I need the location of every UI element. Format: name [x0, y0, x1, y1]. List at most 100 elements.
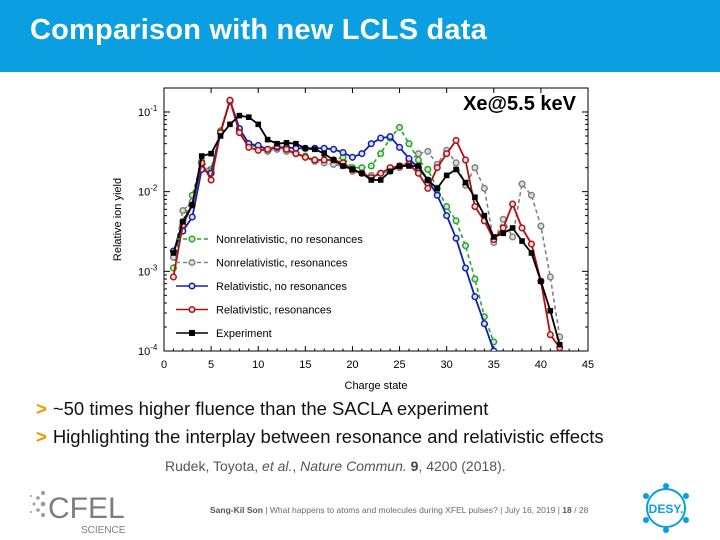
- data-point: [283, 140, 290, 146]
- data-point: [528, 250, 535, 256]
- data-point: [170, 250, 177, 256]
- data-point: [443, 203, 451, 211]
- data-point: [443, 150, 451, 158]
- citation-volume: 9: [410, 458, 419, 474]
- data-point: [189, 202, 196, 208]
- series-group: [169, 96, 564, 351]
- data-point: [443, 172, 450, 179]
- data-point: [236, 112, 243, 119]
- x-tick-label: 35: [488, 359, 500, 371]
- data-point: [367, 162, 375, 170]
- footer-talk-title: What happens to atoms and molecules duri…: [269, 505, 498, 515]
- bullet-text: Highlighting the interplay between reson…: [52, 426, 604, 447]
- data-point: [461, 242, 470, 250]
- data-point: [377, 150, 385, 158]
- data-point: [538, 278, 544, 285]
- data-point: [424, 147, 432, 155]
- data-point: [264, 145, 272, 153]
- data-point: [480, 320, 488, 328]
- footer: Sang-Kil Son | What happens to atoms and…: [210, 505, 589, 515]
- data-point: [461, 156, 470, 164]
- data-point: [518, 180, 526, 188]
- y-tick-label: 10-3: [138, 263, 158, 278]
- data-point: [405, 155, 413, 163]
- data-point: [396, 123, 404, 131]
- data-point: [320, 156, 328, 164]
- data-point: [452, 136, 460, 144]
- data-point: [386, 133, 394, 141]
- desy-logo: DESY.: [643, 483, 689, 533]
- data-point: [453, 166, 459, 173]
- bullet-list: > ~50 times higher fluence than the SACLA…: [36, 398, 604, 454]
- data-point: [499, 224, 507, 232]
- data-point: [481, 212, 488, 219]
- data-point: [377, 169, 385, 177]
- data-point: [424, 184, 432, 192]
- data-point: [452, 234, 460, 242]
- citation-etal: et al.: [262, 458, 293, 474]
- bullet-marker: >: [36, 398, 47, 419]
- data-point: [471, 293, 479, 301]
- y-tick-label: 10-1: [138, 104, 158, 119]
- slide-title: Comparison with new LCLS data: [30, 14, 487, 46]
- data-point: [311, 156, 319, 164]
- data-point: [490, 347, 498, 351]
- data-point: [490, 234, 497, 240]
- data-point: [443, 212, 451, 220]
- legend-label: Nonrelativistic, resonances: [216, 258, 348, 270]
- y-axis-label: Relative ion yield: [112, 178, 124, 261]
- bullet-text: ~50 times higher fluence than the SACLA …: [52, 398, 489, 419]
- data-point: [471, 203, 479, 211]
- citation-journal: Nature Commun.: [300, 458, 407, 474]
- data-point: [302, 145, 309, 152]
- data-point: [415, 163, 422, 169]
- footer-page-number: 18: [562, 505, 572, 515]
- data-point: [434, 185, 441, 192]
- data-point: [519, 238, 525, 244]
- data-point: [556, 341, 563, 348]
- data-point: [368, 177, 375, 183]
- data-point: [227, 121, 233, 128]
- data-point: [405, 140, 413, 148]
- data-point: [509, 225, 516, 231]
- y-tick-label: 10-2: [138, 184, 158, 199]
- data-point: [330, 145, 338, 153]
- citation: Rudek, Toyota, et al., Nature Commun. 9,…: [165, 458, 506, 474]
- data-point: [387, 168, 393, 175]
- x-tick-label: 30: [441, 359, 453, 371]
- data-point: [348, 153, 356, 161]
- data-point: [358, 150, 366, 158]
- data-point: [245, 143, 253, 151]
- x-tick-label: 45: [582, 359, 594, 371]
- data-point: [254, 146, 262, 154]
- data-point: [367, 140, 375, 148]
- ion-yield-chart: 0 5 10 15 20 25 30 35 40 45 10-1 10-2 10-3 10-4 Charge…: [112, 87, 594, 392]
- x-tick-label: 5: [208, 359, 214, 371]
- data-point: [471, 275, 479, 283]
- cfel-logo-text: CFEL: [48, 492, 125, 525]
- data-point: [406, 163, 412, 169]
- legend-marker: [188, 235, 196, 243]
- data-point: [282, 145, 291, 153]
- x-tick-label: 40: [535, 359, 547, 371]
- legend-marker: [189, 330, 195, 336]
- data-point: [339, 148, 347, 157]
- data-point: [480, 184, 488, 192]
- footer-presenter: Sang-Kil Son: [210, 505, 263, 515]
- data-point: [169, 273, 177, 281]
- data-point: [180, 218, 186, 225]
- data-point: [471, 164, 479, 172]
- data-point: [217, 133, 224, 139]
- cfel-logo-subtext: SCIENCE: [81, 525, 126, 536]
- data-point: [377, 177, 384, 183]
- data-point: [320, 144, 328, 152]
- title-bar: Comparison with new LCLS data: [0, 0, 720, 72]
- data-point: [349, 166, 356, 173]
- data-point: [425, 177, 431, 183]
- data-point: [330, 157, 337, 163]
- data-point: [518, 224, 526, 232]
- data-point: [207, 176, 215, 184]
- data-point: [433, 164, 441, 172]
- data-point: [321, 150, 327, 157]
- legend-label: Nonrelativistic, no resonances: [216, 234, 363, 246]
